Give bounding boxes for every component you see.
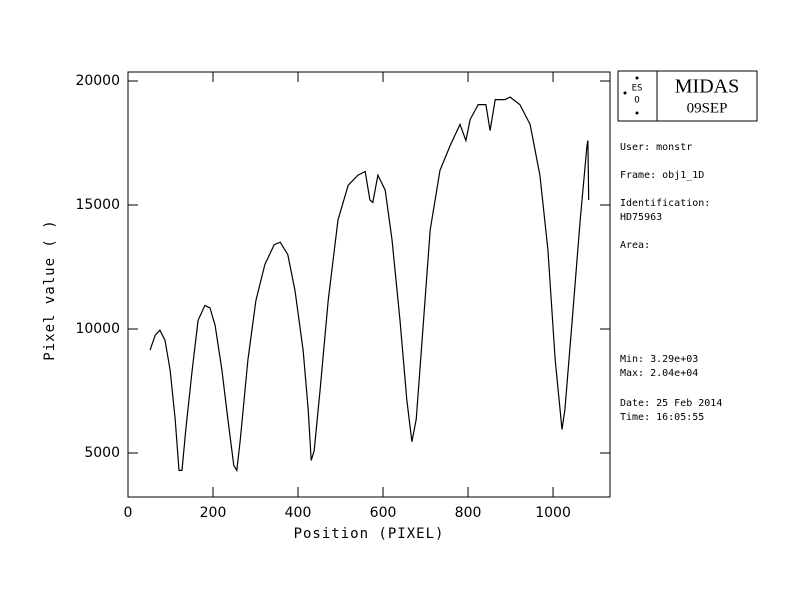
info-date: Date: 25 Feb 2014	[620, 398, 722, 409]
logo-version: 09SEP	[687, 100, 728, 116]
eso-dot	[635, 76, 639, 80]
y-tick-label: 10000	[75, 321, 120, 337]
logo-title: MIDAS	[675, 76, 739, 98]
x-tick-label: 400	[285, 505, 312, 521]
x-tick-label: 800	[455, 505, 482, 521]
eso-logo: ES O	[623, 76, 643, 115]
eso-dot	[635, 111, 639, 115]
y-axis-label: Pixel value ( )	[42, 219, 58, 360]
eso-mark: ES	[632, 84, 643, 94]
x-tick-label: 0	[124, 505, 133, 521]
y-tick-label: 15000	[75, 197, 120, 213]
y-tick-label: 20000	[75, 73, 120, 89]
y-tick-label: 5000	[84, 445, 120, 461]
data-line	[149, 96, 590, 473]
x-tick-label: 1000	[535, 505, 571, 521]
info-max: Max: 2.04e+04	[620, 368, 698, 379]
logo-box	[617, 70, 758, 122]
info-time: Time: 16:05:55	[620, 412, 704, 423]
info-object: HD75963	[620, 212, 662, 223]
plot-frame	[127, 71, 611, 498]
x-tick-label: 600	[370, 505, 397, 521]
info-identification: Identification:	[620, 198, 710, 209]
info-min: Min: 3.29e+03	[620, 354, 698, 365]
eso-mark: O	[634, 96, 639, 106]
info-frame: Frame: obj1_1D	[620, 170, 704, 181]
x-axis-label: Position (PIXEL)	[294, 526, 445, 542]
x-tick-label: 200	[200, 505, 227, 521]
eso-dot	[623, 91, 627, 95]
info-area: Area:	[620, 240, 650, 251]
info-user: User: monstr	[620, 142, 692, 153]
